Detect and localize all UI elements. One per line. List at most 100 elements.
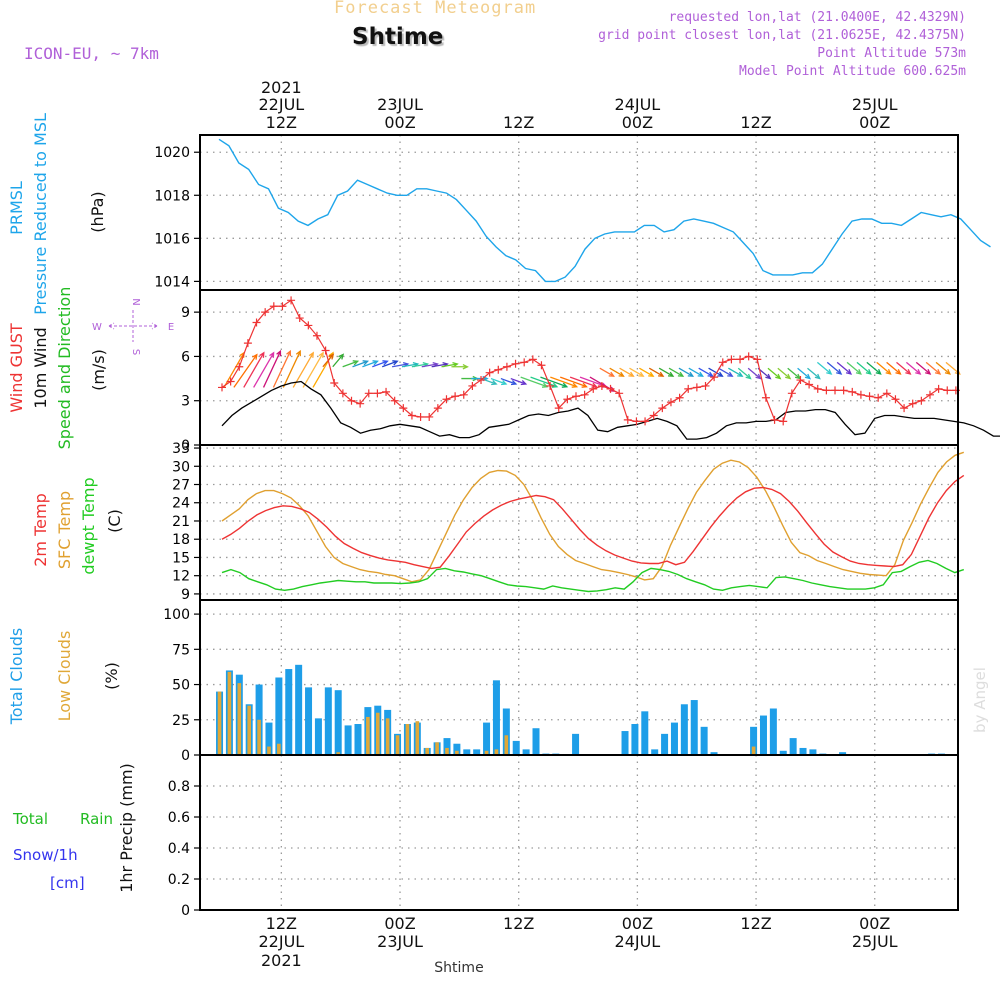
wind-arrow — [876, 361, 891, 375]
wind-arrow — [411, 363, 428, 368]
gust-marker — [261, 308, 270, 317]
pressure-unit-label: (hPa) — [88, 191, 107, 232]
pressure-label-short: PRMSL — [7, 181, 26, 235]
gust-marker — [589, 384, 598, 393]
gust-marker — [433, 404, 442, 413]
gust-marker — [882, 389, 891, 398]
gust-marker — [235, 362, 244, 371]
total-cloud-bar — [453, 743, 461, 755]
wind-arrowhead — [755, 373, 762, 380]
wind-arrow — [500, 377, 517, 385]
wind-arrow — [372, 360, 388, 368]
wind-arrow — [609, 367, 624, 377]
gust-marker — [874, 393, 883, 402]
low-cloud-bar — [494, 749, 499, 755]
y-tick-label-temp: 21 — [172, 514, 190, 530]
wind-arrow — [302, 352, 324, 388]
wind-arrow — [688, 367, 703, 377]
panel-frame-pressure — [199, 134, 959, 291]
wind-arrow — [866, 361, 882, 375]
gust-marker — [356, 399, 365, 408]
precip-unit-label: 1hr Precip (mm) — [117, 763, 136, 893]
wind-arrowhead — [915, 369, 922, 375]
top-axis-hour: 12Z — [740, 113, 771, 132]
wind-arrowhead — [308, 351, 314, 358]
top-axis-year: 2021 — [261, 78, 302, 97]
gust-marker — [295, 314, 304, 323]
y-tick-label-clouds: 25 — [172, 713, 190, 729]
dewpoint-label: dewpt Temp — [79, 477, 98, 574]
wind-arrow — [915, 361, 931, 375]
wind-arrowhead — [452, 361, 459, 368]
y-tick-label-temp: 24 — [172, 496, 190, 512]
wind-arrow — [223, 352, 245, 388]
gust-label: Wind GUST — [7, 323, 26, 413]
gust-marker — [796, 376, 805, 385]
wind-direction-label: Speed and Direction — [55, 287, 74, 450]
gust-marker — [554, 404, 563, 413]
low-clouds-label: Low Clouds — [55, 631, 74, 722]
bottom-axis-hour: 00Z — [384, 914, 415, 933]
low-cloud-bar — [445, 747, 449, 755]
wind-arrowhead — [648, 371, 655, 377]
panel-frame-temp — [199, 444, 959, 601]
low-cloud-bar — [217, 691, 222, 755]
gust-marker — [727, 355, 736, 364]
total-cloud-bar — [305, 687, 313, 755]
requested-coords: requested lon,lat (21.0400E, 42.4329N) — [668, 10, 966, 25]
wind-arrowhead — [551, 382, 559, 388]
dewpoint-line — [221, 559, 965, 593]
wind-arrow — [728, 367, 743, 377]
total-cloud-bar — [700, 726, 708, 755]
wind-arrowhead — [252, 353, 258, 360]
wind-arrowhead — [895, 369, 902, 375]
wind-arrowhead — [541, 382, 549, 388]
gust-marker — [779, 417, 788, 426]
low-cloud-bar — [237, 683, 242, 755]
wind-arrow — [599, 367, 614, 377]
wind-arrowhead — [571, 382, 579, 388]
low-cloud-bar — [405, 724, 410, 755]
wind-arrow — [836, 361, 852, 375]
low-cloud-bar — [375, 712, 380, 755]
wind-arrow — [233, 354, 258, 388]
total-cloud-bar — [621, 731, 629, 755]
pressure-line — [218, 138, 991, 283]
y-tick-label-wind: 6 — [181, 349, 190, 365]
wind-arrow — [629, 367, 644, 377]
wind-arrowhead — [638, 371, 645, 377]
wind-arrowhead — [618, 371, 625, 377]
wind-arrowhead — [745, 373, 752, 380]
y-tick-label-wind: 9 — [181, 305, 190, 321]
compass-south: S — [130, 349, 141, 355]
gust-marker — [623, 415, 632, 424]
gust-marker — [399, 404, 408, 413]
bottom-axis-hour: 12Z — [740, 914, 771, 933]
gust-marker — [925, 390, 934, 399]
gust-marker — [675, 393, 684, 402]
total-cloud-bar — [502, 708, 510, 755]
wind-arrowhead — [727, 371, 734, 377]
total-cloud-bar — [750, 726, 758, 755]
total-cloud-bar — [354, 724, 362, 755]
low-cloud-bar — [257, 719, 261, 755]
gust-marker — [641, 417, 650, 426]
wind-arrow — [332, 354, 344, 368]
y-tick-label-temp: 12 — [172, 569, 190, 585]
bottom-axis-date: 23JUL — [377, 932, 423, 951]
wind-arrowhead — [362, 360, 370, 366]
wind-arrow — [797, 367, 811, 380]
bottom-axis-date: 24JUL — [615, 932, 661, 951]
wind-arrow — [510, 377, 527, 385]
sfc-temp-label: SFC Temp — [55, 491, 74, 569]
total-cloud-bar — [344, 725, 352, 755]
gust-marker — [934, 384, 943, 393]
wind-arrow — [698, 367, 713, 377]
y-tick-label-precip: 0 — [181, 903, 190, 919]
y-tick-label-temp: 15 — [172, 550, 190, 566]
wind-arrowhead — [765, 373, 772, 380]
gridpoint-coords: grid point closest lon,lat (21.0625E, 42… — [598, 28, 966, 43]
wind-arrow — [391, 363, 408, 368]
